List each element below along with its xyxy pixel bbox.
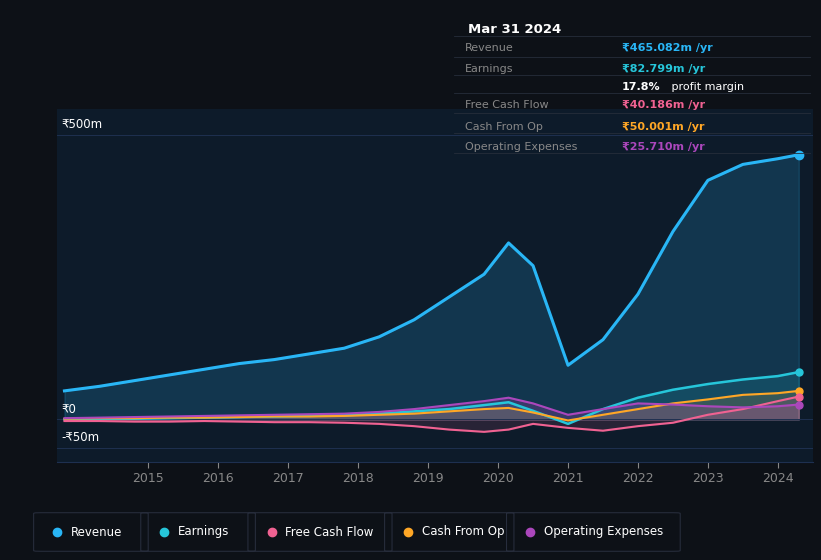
Text: Revenue: Revenue	[465, 43, 513, 53]
Text: 17.8%: 17.8%	[621, 82, 660, 92]
Text: ₹465.082m /yr: ₹465.082m /yr	[621, 43, 713, 53]
Text: -₹50m: -₹50m	[61, 431, 99, 445]
Text: ₹0: ₹0	[61, 403, 76, 416]
Text: Operating Expenses: Operating Expenses	[544, 525, 663, 539]
Text: ₹50.001m /yr: ₹50.001m /yr	[621, 122, 704, 132]
Text: Cash From Op: Cash From Op	[422, 525, 504, 539]
Text: Mar 31 2024: Mar 31 2024	[468, 23, 562, 36]
Text: Free Cash Flow: Free Cash Flow	[465, 100, 548, 110]
Text: Free Cash Flow: Free Cash Flow	[285, 525, 374, 539]
Text: Revenue: Revenue	[71, 525, 122, 539]
Text: Cash From Op: Cash From Op	[465, 122, 543, 132]
Text: ₹25.710m /yr: ₹25.710m /yr	[621, 142, 704, 152]
Text: Operating Expenses: Operating Expenses	[465, 142, 577, 152]
Text: ₹82.799m /yr: ₹82.799m /yr	[621, 64, 705, 74]
Text: ₹500m: ₹500m	[61, 118, 102, 132]
Text: profit margin: profit margin	[668, 82, 745, 92]
Text: ₹40.186m /yr: ₹40.186m /yr	[621, 100, 705, 110]
Text: Earnings: Earnings	[177, 525, 229, 539]
Text: Earnings: Earnings	[465, 64, 513, 74]
